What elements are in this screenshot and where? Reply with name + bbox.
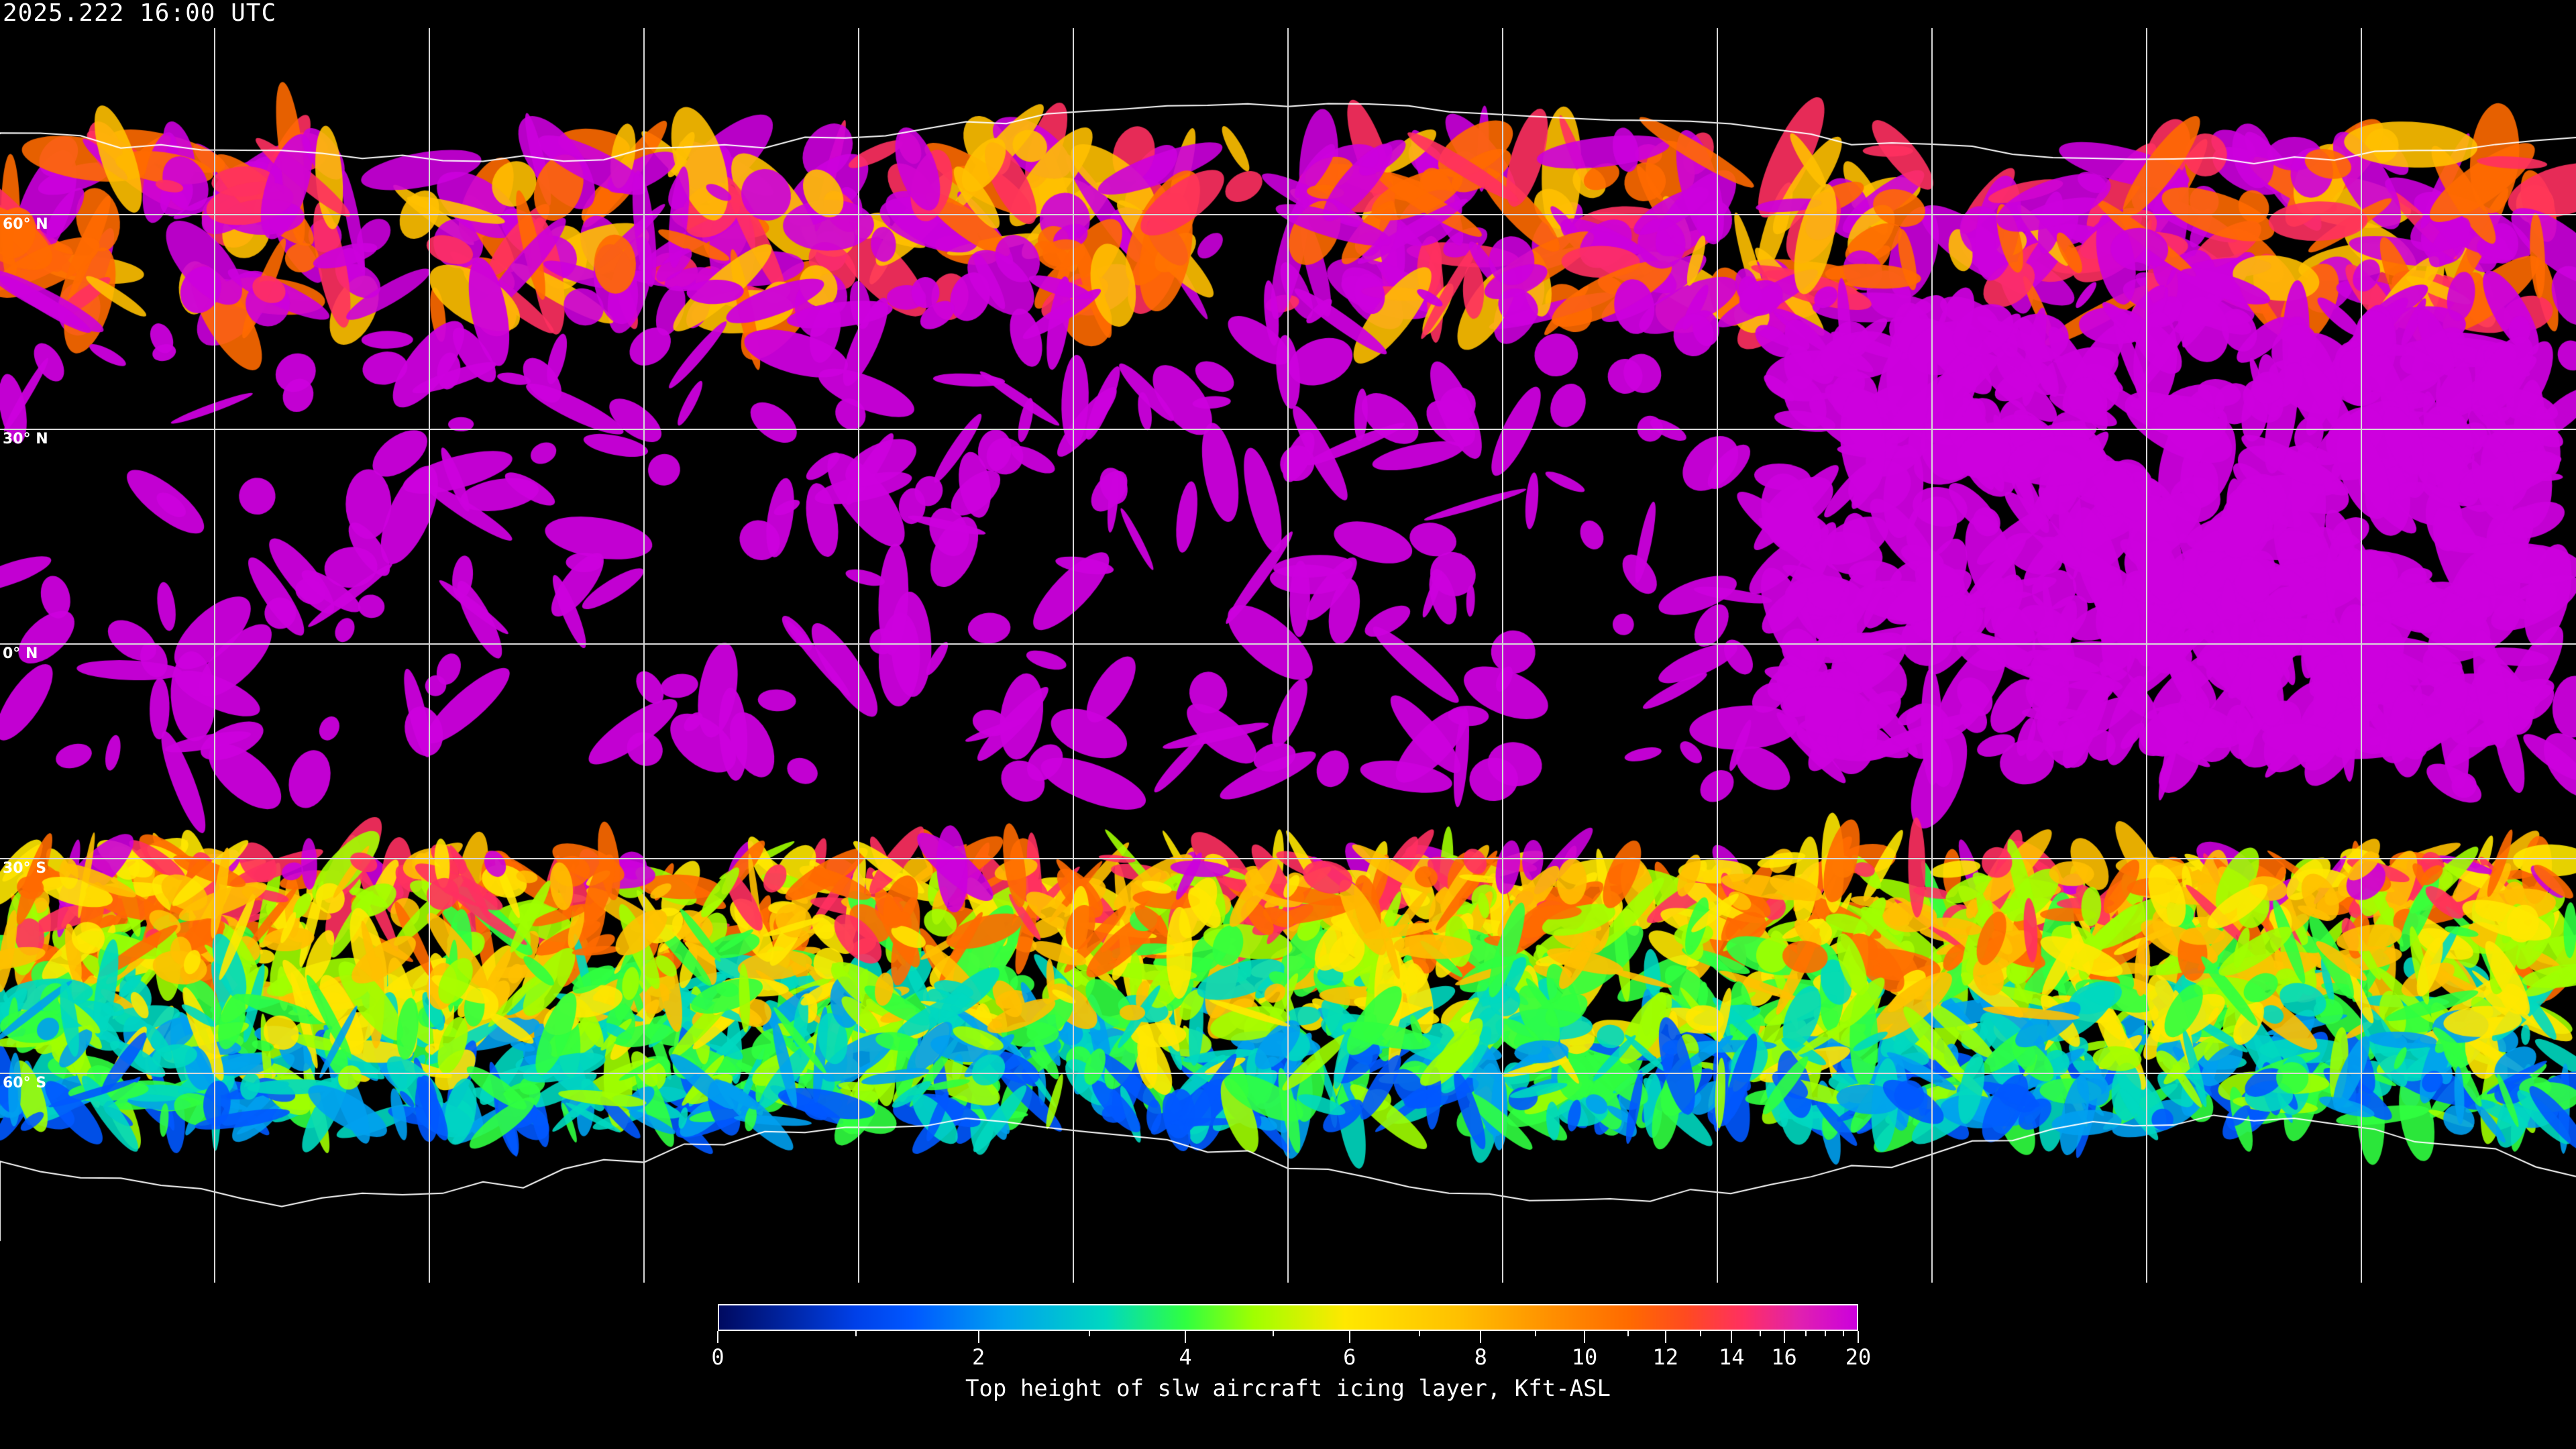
colorbar-major-tick — [1783, 1331, 1785, 1343]
latitude-gridline — [0, 858, 2576, 859]
colorbar-tick-label: 16 — [1771, 1344, 1797, 1370]
longitude-gridline — [2146, 28, 2147, 1283]
colorbar-tick-label: 10 — [1571, 1344, 1598, 1370]
colorbar-major-tick — [1584, 1331, 1585, 1343]
timestamp-label: 2025.222 16:00 UTC — [3, 0, 277, 27]
longitude-gridline — [1502, 28, 1503, 1283]
colorbar-major-tick — [1731, 1331, 1733, 1343]
colorbar-minor-tick — [1824, 1331, 1826, 1336]
latitude-label: 30° S — [3, 860, 47, 877]
colorbar-tick-label: 14 — [1719, 1344, 1745, 1370]
map-panel: 60° N 30° N 0° N 30° S 60° S — [0, 0, 2576, 1288]
colorbar-tick-label: 0 — [711, 1344, 724, 1370]
colorbar-major-tick — [1480, 1331, 1482, 1343]
longitude-gridline — [1717, 28, 1718, 1283]
longitude-gridline — [214, 28, 215, 1283]
colorbar-major-tick — [1348, 1331, 1350, 1343]
colorbar-tick-label: 8 — [1474, 1344, 1487, 1370]
colorbar-minor-tick — [1700, 1331, 1702, 1336]
latitude-gridline — [0, 643, 2576, 645]
colorbar-major-tick — [1664, 1331, 1666, 1343]
colorbar-major-tick — [717, 1331, 718, 1343]
longitude-gridline — [858, 28, 859, 1283]
colorbar-minor-tick — [855, 1331, 857, 1336]
colorbar — [718, 1304, 1858, 1331]
colorbar-title: Top height of slw aircraft icing layer, … — [965, 1375, 1611, 1402]
colorbar-minor-tick — [1759, 1331, 1761, 1336]
colorbar-minor-tick — [1272, 1331, 1274, 1336]
latitude-label: 30° N — [3, 431, 48, 447]
longitude-gridline — [643, 28, 645, 1283]
colorbar-tick-label: 2 — [971, 1344, 985, 1370]
colorbar-tick-label: 12 — [1652, 1344, 1678, 1370]
colorbar-minor-tick — [1418, 1331, 1420, 1336]
longitude-gridline — [1287, 28, 1289, 1283]
colorbar-minor-tick — [1842, 1331, 1844, 1336]
colorbar-minor-tick — [1534, 1331, 1536, 1336]
colorbar-minor-tick — [1627, 1331, 1629, 1336]
colorbar-tick-label: 4 — [1179, 1344, 1192, 1370]
longitude-gridline — [1073, 28, 1074, 1283]
colorbar-tick-label: 20 — [1845, 1344, 1872, 1370]
colorbar-major-tick — [977, 1331, 979, 1343]
latitude-gridline — [0, 1073, 2576, 1074]
longitude-gridline — [429, 28, 430, 1283]
colorbar-major-tick — [1185, 1331, 1186, 1343]
longitude-gridline — [1931, 28, 1933, 1283]
colorbar-minor-tick — [1805, 1331, 1807, 1336]
longitude-gridline — [2361, 28, 2362, 1283]
colorbar-tick-label: 6 — [1343, 1344, 1356, 1370]
colorbar-minor-tick — [1089, 1331, 1091, 1336]
latitude-gridline — [0, 214, 2576, 215]
latitude-gridline — [0, 429, 2576, 430]
latitude-label: 0° N — [3, 645, 38, 662]
latitude-label: 60° N — [3, 216, 48, 233]
colorbar-major-tick — [1858, 1331, 1859, 1343]
latitude-label: 60° S — [3, 1075, 47, 1091]
